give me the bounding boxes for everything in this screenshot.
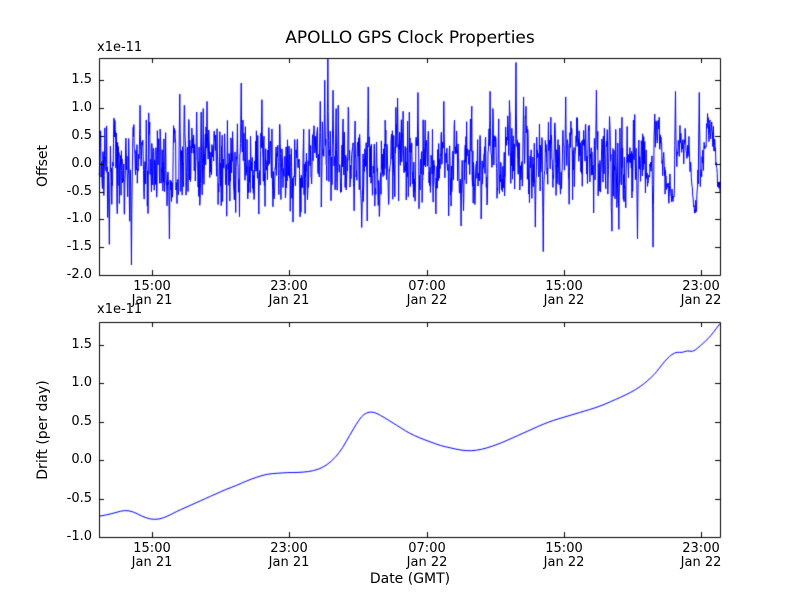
chart-title: APOLLO GPS Clock Properties — [285, 28, 535, 48]
offset-scale-multiplier: x1e-11 — [97, 40, 143, 55]
x-tick-label: 15:00 Jan 22 — [543, 541, 585, 570]
y-tick-label: -1.0 — [66, 211, 92, 226]
x-tick-label: 23:00 Jan 21 — [268, 541, 310, 570]
y-tick-label: -1.0 — [66, 529, 92, 544]
x-tick-label: 07:00 Jan 22 — [406, 279, 448, 308]
y-tick-label: 1.5 — [71, 337, 92, 352]
drift-scale-multiplier: x1e-11 — [97, 302, 143, 317]
y-tick-label: -1.5 — [66, 239, 92, 254]
x-tick-label: 15:00 Jan 22 — [543, 279, 585, 308]
y-tick-label: 0.0 — [71, 156, 92, 171]
x-tick-label: 23:00 Jan 22 — [680, 279, 722, 308]
x-tick-label: 15:00 Jan 21 — [131, 279, 173, 308]
y-tick-label: 0.5 — [71, 414, 92, 429]
y-tick-label: -0.5 — [66, 491, 92, 506]
y-tick-label: 1.0 — [71, 375, 92, 390]
y-tick-label: -2.0 — [66, 267, 92, 282]
x-axis-label: Date (GMT) — [369, 571, 451, 587]
x-tick-label: 23:00 Jan 22 — [680, 541, 722, 570]
y-tick-label: 0.5 — [71, 128, 92, 143]
x-tick-label: 23:00 Jan 21 — [268, 279, 310, 308]
x-tick-label: 15:00 Jan 21 — [131, 541, 173, 570]
y-tick-label: 0.0 — [71, 452, 92, 467]
x-tick-label: 07:00 Jan 22 — [406, 541, 448, 570]
y-tick-label: 1.5 — [71, 72, 92, 87]
y-tick-label: -0.5 — [66, 184, 92, 199]
y-tick-label: 1.0 — [71, 100, 92, 115]
